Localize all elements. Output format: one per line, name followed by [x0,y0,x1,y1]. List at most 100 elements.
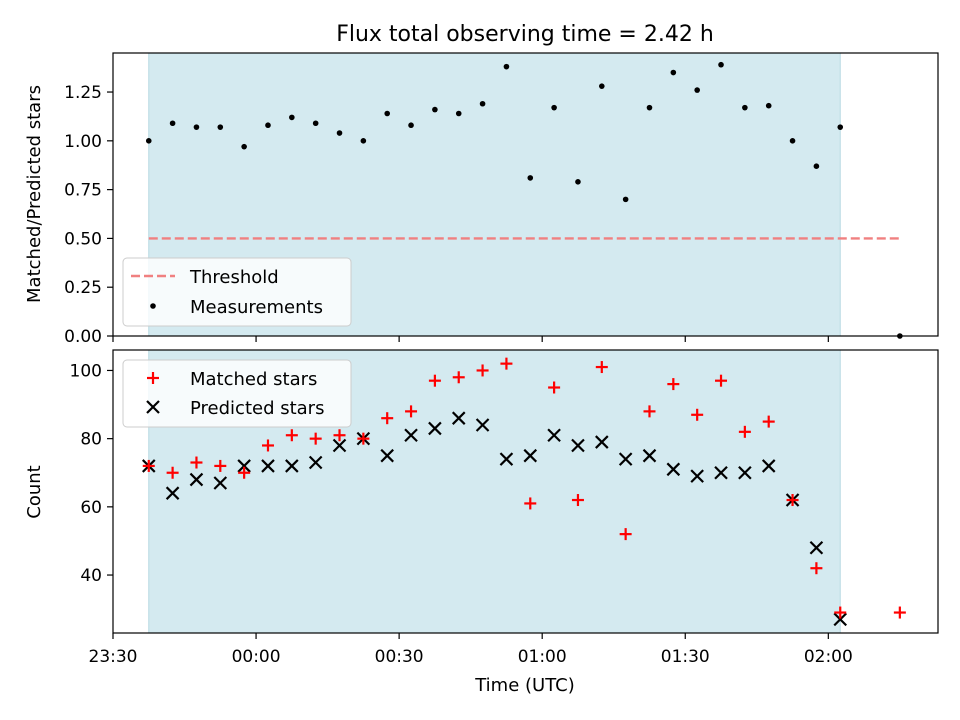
matched-stars-point [691,408,704,421]
bottom-legend-box [122,359,352,428]
bottom-legend: Matched stars Predicted stars [122,359,352,428]
legend-matched-label: Matched stars [190,369,317,390]
matched-stars-point [452,371,465,384]
top-legend: Threshold Measurements [122,257,352,327]
predicted-stars-point [261,459,275,473]
measurement-point [765,102,772,109]
measurement-point [289,114,295,121]
predicted-stars-point [451,411,466,425]
top-y-tick-label: 1.25 [64,83,102,103]
measurement-point [217,124,224,130]
matched-stars-point [333,429,346,442]
measurement-point [145,138,152,144]
measurement-point [837,124,844,130]
top-y-tick-label: 0.75 [64,181,102,201]
x-axis-label: Time (UTC) [474,675,575,696]
measurement-point [622,196,629,203]
x-tick-label: 23:30 [89,647,138,667]
matched-stars-point [834,606,847,619]
predicted-stars-point [523,448,538,463]
x-tick-label: 01:00 [518,647,567,667]
matched-stars-point [142,459,155,472]
measurement-point [527,175,534,181]
x-tick-label: 00:00 [232,647,281,667]
matched-stars-point [643,405,656,418]
top-y-tick-label: 0.00 [64,327,102,347]
bottom-y-axis-label: Count [24,465,45,518]
matched-stars-point [285,429,298,442]
measurement-point [646,104,653,111]
measurement-point [575,179,581,185]
matched-stars-point [738,425,751,438]
predicted-stars-point [571,438,585,453]
matched-stars-point [309,432,322,445]
bottom-y-tick-label: 40 [80,566,102,586]
top-axes: 0.00 0.25 0.50 0.75 1.00 1.25 Matched/Predict… [24,52,939,347]
legend-threshold-label: Threshold [189,267,279,288]
predicted-stars-point [499,452,514,466]
predicted-stars-point [165,486,180,500]
x-tick-label: 02:00 [804,647,853,667]
top-y-tick-label: 0.25 [64,278,102,298]
matched-stars-point [166,466,179,479]
legend-predicted-swatch [146,400,160,414]
predicted-stars-point [666,462,681,477]
matched-stars-point [261,439,274,452]
measurement-point [241,143,247,150]
measurement-point [718,61,724,68]
matched-stars-point [238,466,251,479]
predicted-stars-point [690,469,704,483]
predicted-stars-point [547,428,561,443]
predicted-stars-point [189,472,204,487]
measurement-point [789,138,796,144]
matched-stars-point [619,528,632,541]
predicted-stars-point [404,428,418,443]
matched-stars-point [214,459,227,472]
predicted-stars-point [809,540,824,555]
matched-stars-point [786,494,799,507]
matched-stars-point [667,378,680,391]
predicted-stars-point [618,452,633,466]
top-axes-frame [112,52,939,337]
top-y-tick-label: 1.00 [64,132,102,152]
chart-title: Flux total observing time = 2.42 h [336,22,714,47]
measurement-point [336,130,343,136]
matched-stars-point [381,412,394,425]
matched-stars-point [405,405,418,418]
matched-stars-point [428,374,441,387]
bottom-y-tick-label: 80 [80,430,102,450]
top-y-tick-label: 0.50 [64,229,102,249]
x-tick-label: 01:30 [661,647,710,667]
top-y-axis-label: Matched/Predicted stars [24,85,45,303]
predicted-stars-point [714,465,728,480]
matched-stars-point [595,361,608,374]
top-legend-box [122,257,352,327]
measurement-point [479,100,486,107]
measurement-point [265,122,271,129]
matched-stars-point [893,606,906,619]
measurement-point [551,104,557,111]
bottom-y-tick-label: 100 [70,361,102,381]
predicted-stars-point [475,418,490,432]
measurement-point [384,110,391,117]
predicted-stars-point [285,459,299,473]
measurement-point [813,163,820,169]
matched-stars-point [548,381,561,394]
measurement-point [455,110,462,117]
measurement-point [432,106,438,113]
legend-measurements-label: Measurements [190,297,323,318]
matched-stars-point [715,374,728,387]
matched-stars-point [500,357,513,370]
x-tick-label: 00:30 [375,647,424,667]
legend-measurements-swatch [150,303,156,309]
predicted-stars-point [213,476,228,490]
matched-stars-point [190,456,203,469]
matched-stars-point [524,497,537,510]
measurement-point [312,120,319,127]
measurement-point [670,69,677,76]
bottom-axes-frame [112,349,939,634]
matched-stars-point [476,364,489,377]
predicted-stars-point [428,421,442,436]
measurement-point [193,124,200,130]
